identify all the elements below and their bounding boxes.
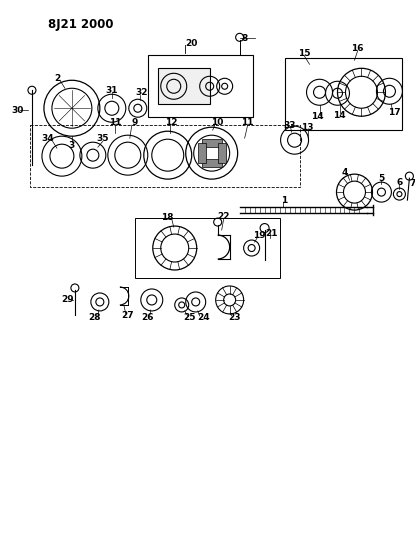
Text: 9: 9 — [132, 118, 138, 127]
Text: 29: 29 — [61, 295, 74, 304]
Text: 14: 14 — [311, 112, 324, 120]
Text: 4: 4 — [341, 168, 348, 176]
Text: 5: 5 — [378, 174, 385, 183]
Text: 18: 18 — [161, 213, 174, 222]
Bar — [285, 58, 403, 130]
Text: 17: 17 — [388, 108, 401, 117]
Text: 28: 28 — [89, 313, 101, 322]
Text: 32: 32 — [136, 88, 148, 97]
Bar — [218, 143, 226, 163]
Text: 13: 13 — [301, 123, 314, 132]
Text: 24: 24 — [198, 313, 210, 322]
Bar — [198, 143, 206, 163]
Text: 33: 33 — [283, 120, 296, 130]
Text: 11: 11 — [242, 118, 254, 127]
Text: 30: 30 — [12, 106, 24, 115]
Bar — [158, 68, 210, 104]
Text: 8: 8 — [242, 34, 248, 43]
Text: 16: 16 — [351, 44, 364, 53]
Text: 1: 1 — [281, 196, 288, 205]
Text: 12: 12 — [166, 118, 178, 127]
Text: 21: 21 — [265, 229, 278, 238]
Text: 23: 23 — [228, 313, 241, 322]
Text: 25: 25 — [183, 313, 196, 322]
Text: 20: 20 — [186, 39, 198, 48]
Text: 10: 10 — [212, 118, 224, 127]
Text: 31: 31 — [105, 86, 118, 95]
Bar — [202, 139, 222, 147]
Text: 3: 3 — [69, 141, 75, 150]
Text: 6: 6 — [396, 177, 403, 187]
Text: 14: 14 — [333, 111, 346, 120]
Bar — [202, 159, 222, 167]
Text: 26: 26 — [142, 313, 154, 322]
Bar — [148, 55, 253, 117]
Text: 15: 15 — [298, 49, 311, 58]
Bar — [30, 125, 300, 187]
Text: 2: 2 — [54, 74, 60, 83]
Text: 22: 22 — [217, 212, 230, 221]
Text: 34: 34 — [42, 134, 54, 143]
Text: 27: 27 — [122, 311, 134, 320]
Text: 19: 19 — [253, 231, 266, 239]
Bar — [135, 218, 280, 278]
Text: 8J21 2000: 8J21 2000 — [48, 18, 113, 31]
Text: 35: 35 — [97, 134, 109, 143]
Text: 11: 11 — [109, 118, 121, 127]
Text: 7: 7 — [409, 179, 415, 188]
